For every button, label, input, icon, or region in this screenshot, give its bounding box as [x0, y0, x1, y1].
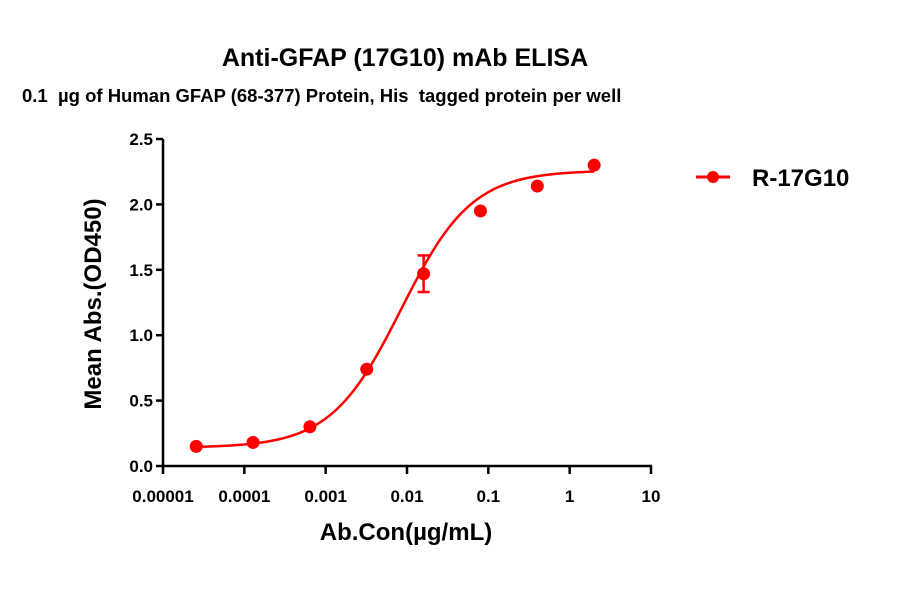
chart-title: Anti-GFAP (17G10) mAb ELISA — [221, 44, 589, 72]
legend: R-17G10 — [696, 165, 849, 192]
y-tick-label: 0.0 — [129, 457, 153, 476]
data-point — [303, 420, 317, 434]
y-tick-label: 0.5 — [129, 392, 153, 411]
x-tick-label: 0.1 — [477, 487, 501, 506]
legend-marker-icon — [707, 171, 719, 183]
axes: 0.00.51.01.52.02.5 0.00001 0.0001 0.001 0.0… — [129, 130, 660, 506]
x-tick-label: 0.01 — [390, 487, 423, 506]
legend-label: R-17G10 — [752, 165, 849, 192]
x-tick-label: 0.0001 — [218, 487, 270, 506]
x-tick-label: 0.001 — [304, 487, 347, 506]
x-axis-title: Ab.Con(µg/mL) — [320, 519, 492, 546]
x-ticks: 0.00001 0.0001 0.001 0.01 0.1 1 10 — [132, 466, 660, 506]
data-points — [189, 158, 601, 453]
y-tick-label: 1.5 — [129, 261, 153, 280]
plot-area — [189, 158, 601, 453]
data-point — [360, 362, 374, 376]
fit-curve — [196, 170, 595, 449]
y-ticks: 0.0 0.5 1.0 1.5 2.0 2.5 — [129, 130, 163, 476]
x-tick-label: 1 — [565, 487, 574, 506]
data-point — [417, 267, 431, 281]
y-tick-label: 2.5 — [129, 130, 153, 149]
y-tick-label: 2.0 — [129, 195, 153, 214]
data-point — [530, 179, 544, 193]
y-tick-label: 1.0 — [129, 326, 153, 345]
data-point — [246, 435, 260, 449]
data-point — [473, 204, 487, 218]
data-point — [587, 158, 601, 172]
x-tick-label: 10 — [642, 487, 661, 506]
x-tick-label: 0.00001 — [132, 487, 193, 506]
data-point — [189, 439, 203, 453]
chart-subtitle: 0.1 µg of Human GFAP (68-377) Protein, H… — [22, 85, 622, 106]
y-axis-title: Mean Abs.(OD450) — [80, 198, 107, 409]
